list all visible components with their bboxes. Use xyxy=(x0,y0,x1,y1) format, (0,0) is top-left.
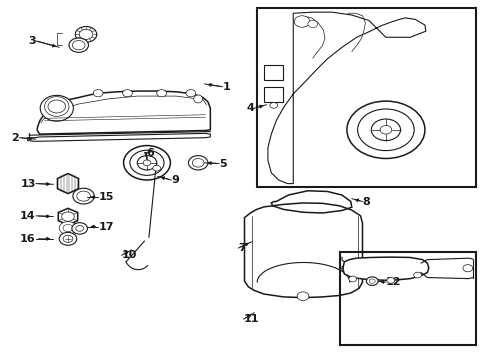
Circle shape xyxy=(75,27,97,42)
Circle shape xyxy=(348,276,356,282)
Polygon shape xyxy=(27,134,210,141)
Circle shape xyxy=(368,279,374,283)
Text: 6: 6 xyxy=(146,148,154,158)
Circle shape xyxy=(73,188,94,204)
Ellipse shape xyxy=(40,95,73,121)
Ellipse shape xyxy=(44,96,69,116)
Polygon shape xyxy=(342,257,428,280)
Text: 3: 3 xyxy=(28,36,36,46)
Circle shape xyxy=(130,150,163,175)
Circle shape xyxy=(76,226,83,231)
Circle shape xyxy=(370,119,400,140)
Circle shape xyxy=(413,272,421,278)
Text: 11: 11 xyxy=(243,314,259,324)
Circle shape xyxy=(61,212,74,221)
Circle shape xyxy=(69,38,88,52)
Circle shape xyxy=(379,126,391,134)
Circle shape xyxy=(63,235,73,242)
Text: 16: 16 xyxy=(20,234,36,244)
Text: 2: 2 xyxy=(11,133,19,143)
Circle shape xyxy=(294,16,309,27)
Circle shape xyxy=(93,90,103,97)
Circle shape xyxy=(346,101,424,158)
Bar xyxy=(264,87,282,102)
Bar xyxy=(264,65,282,80)
Bar xyxy=(339,252,475,345)
Circle shape xyxy=(386,278,394,283)
Bar xyxy=(256,8,475,187)
Circle shape xyxy=(59,232,77,245)
Circle shape xyxy=(48,100,65,113)
Circle shape xyxy=(72,41,85,50)
Circle shape xyxy=(72,223,87,234)
Text: 14: 14 xyxy=(20,211,36,221)
Circle shape xyxy=(137,156,157,170)
Circle shape xyxy=(188,156,207,170)
Circle shape xyxy=(157,90,166,97)
Polygon shape xyxy=(57,174,79,194)
Text: 5: 5 xyxy=(219,158,226,168)
Text: 12: 12 xyxy=(385,277,401,287)
Text: 10: 10 xyxy=(122,250,137,260)
Text: 7: 7 xyxy=(238,243,245,253)
Ellipse shape xyxy=(193,95,202,103)
Text: 15: 15 xyxy=(98,192,113,202)
Text: 9: 9 xyxy=(171,175,179,185)
Circle shape xyxy=(269,103,277,108)
Circle shape xyxy=(307,21,317,28)
Text: 8: 8 xyxy=(362,197,369,207)
Circle shape xyxy=(462,265,472,272)
Circle shape xyxy=(63,225,73,231)
Circle shape xyxy=(357,109,413,150)
Circle shape xyxy=(123,145,170,180)
Text: 17: 17 xyxy=(98,222,114,231)
Circle shape xyxy=(59,222,77,234)
Circle shape xyxy=(192,158,203,167)
Text: 1: 1 xyxy=(222,82,230,92)
Circle shape xyxy=(297,292,308,301)
Text: 13: 13 xyxy=(20,179,36,189)
Circle shape xyxy=(185,90,195,97)
Polygon shape xyxy=(58,208,78,225)
Text: 4: 4 xyxy=(246,103,254,113)
Circle shape xyxy=(79,30,93,40)
Circle shape xyxy=(122,90,132,97)
Polygon shape xyxy=(267,12,425,184)
Circle shape xyxy=(153,165,160,171)
Circle shape xyxy=(366,277,377,285)
Polygon shape xyxy=(271,191,351,213)
Polygon shape xyxy=(37,91,210,134)
Circle shape xyxy=(77,191,90,201)
Circle shape xyxy=(143,160,151,166)
